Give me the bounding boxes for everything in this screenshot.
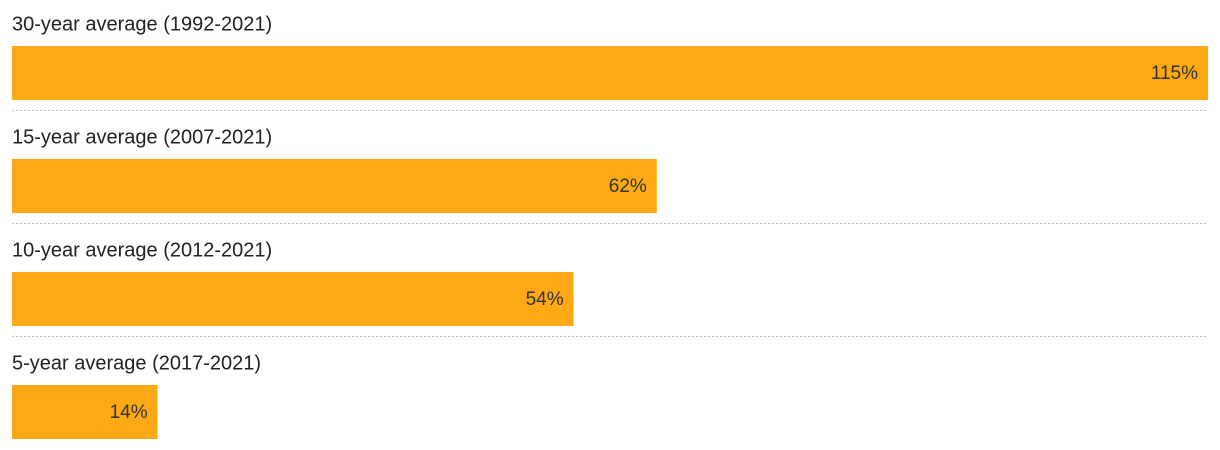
value-label: 62%	[609, 176, 647, 197]
bar	[12, 272, 574, 326]
value-label: 115%	[1151, 63, 1198, 84]
category-label: 30-year average (1992-2021)	[12, 13, 272, 35]
category-label: 15-year average (2007-2021)	[12, 126, 272, 148]
bar	[12, 385, 158, 439]
bar	[12, 46, 1208, 100]
category-label: 10-year average (2012-2021)	[12, 239, 272, 261]
bar	[12, 159, 657, 213]
value-label: 54%	[526, 289, 564, 310]
category-label: 5-year average (2017-2021)	[12, 352, 261, 374]
value-label: 14%	[110, 402, 148, 423]
